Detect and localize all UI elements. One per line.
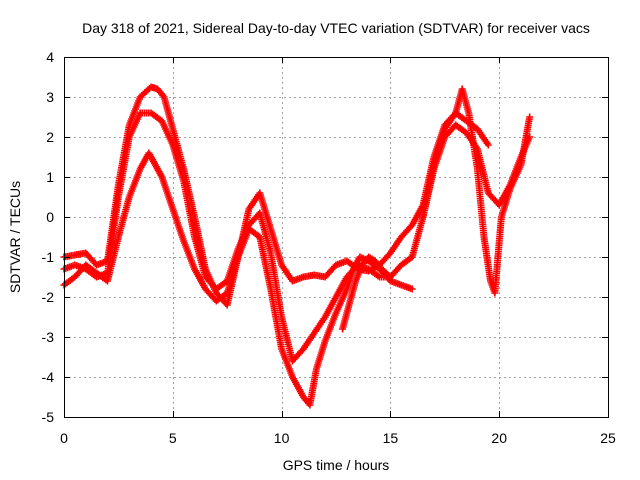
y-tick-label: 2	[46, 129, 54, 145]
series-track-middle	[60, 109, 534, 365]
x-tick-label: 5	[169, 430, 177, 446]
x-tick-labels: 0 5 10 15 20 25	[60, 430, 616, 446]
y-tick-label: -3	[42, 329, 55, 345]
chart-title: Day 318 of 2021, Sidereal Day-to-day VTE…	[82, 20, 590, 36]
axis-ticks	[64, 57, 609, 418]
y-tick-label: -1	[42, 249, 55, 265]
data-markers	[60, 83, 534, 409]
grid	[64, 57, 608, 417]
y-tick-label: -5	[42, 409, 55, 425]
x-tick-label: 25	[600, 430, 616, 446]
y-tick-label: 4	[46, 49, 54, 65]
x-tick-label: 10	[274, 430, 290, 446]
y-axis-label: SDTVAR / TECUs	[7, 181, 23, 293]
series-track-late-b	[419, 85, 534, 297]
plot-frame	[64, 57, 609, 418]
data-point	[484, 141, 492, 149]
x-tick-label: 15	[383, 430, 399, 446]
x-tick-label: 20	[491, 430, 507, 446]
y-tick-label: 1	[46, 169, 54, 185]
data-point	[408, 285, 416, 293]
y-tick-labels: -5 -4 -3 -2 -1 0 1 2 3 4	[42, 49, 55, 425]
series-track-lower	[60, 149, 416, 409]
data-point	[526, 113, 534, 121]
data-point	[386, 273, 394, 281]
x-axis-label: GPS time / hours	[283, 457, 390, 473]
x-tick-label: 0	[60, 430, 68, 446]
series-track-cross	[339, 253, 394, 333]
y-tick-label: 0	[46, 209, 54, 225]
y-tick-label: -2	[42, 289, 55, 305]
y-tick-label: 3	[46, 89, 54, 105]
y-tick-label: -4	[42, 369, 55, 385]
data-point	[385, 272, 393, 280]
